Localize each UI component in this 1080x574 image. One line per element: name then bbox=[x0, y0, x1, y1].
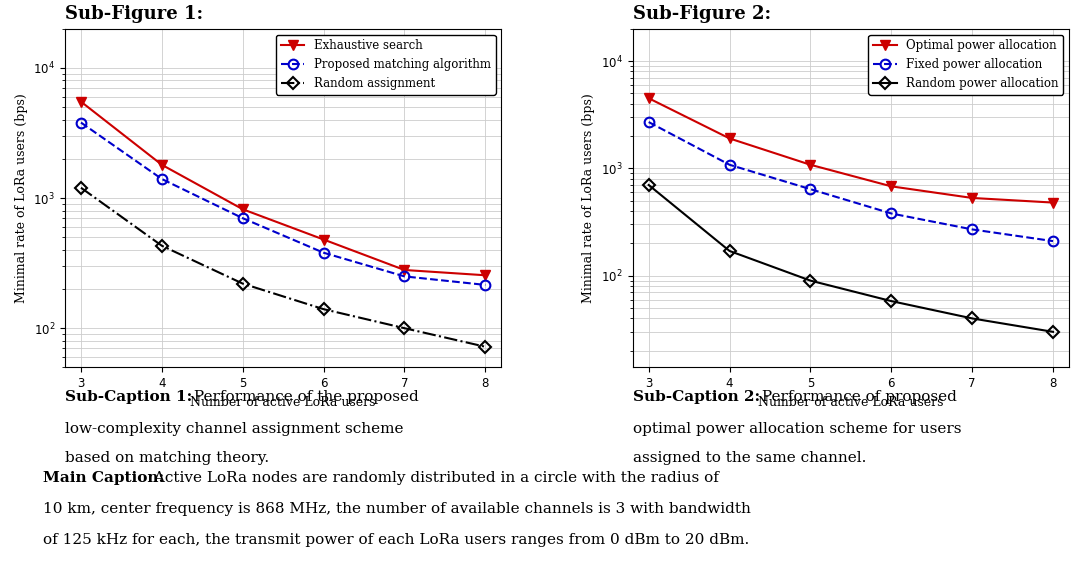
Text: Sub-Caption 1:: Sub-Caption 1: bbox=[65, 390, 192, 404]
Optimal power allocation bbox=[643, 95, 656, 102]
Text: of 125 kHz for each, the transmit power of each LoRa users ranges from 0 dBm to : of 125 kHz for each, the transmit power … bbox=[43, 533, 750, 546]
Text: Sub-Figure 2:: Sub-Figure 2: bbox=[633, 5, 771, 23]
Optimal power allocation bbox=[1047, 199, 1059, 206]
Random power allocation bbox=[643, 181, 656, 188]
Line: Optimal power allocation: Optimal power allocation bbox=[644, 94, 1058, 207]
X-axis label: Number of active LoRa users: Number of active LoRa users bbox=[758, 395, 944, 409]
Text: low-complexity channel assignment scheme: low-complexity channel assignment scheme bbox=[65, 422, 403, 436]
Random power allocation bbox=[724, 247, 737, 254]
Fixed power allocation bbox=[885, 210, 897, 217]
Optimal power allocation bbox=[724, 135, 737, 142]
Random assignment bbox=[75, 184, 87, 191]
Random power allocation bbox=[1047, 328, 1059, 335]
Optimal power allocation bbox=[804, 161, 816, 168]
Text: Performance of the proposed: Performance of the proposed bbox=[189, 390, 419, 404]
Text: Sub-Caption 2:: Sub-Caption 2: bbox=[633, 390, 759, 404]
Text: Sub-Figure 1:: Sub-Figure 1: bbox=[65, 5, 203, 23]
Line: Exhaustive search: Exhaustive search bbox=[76, 97, 490, 280]
Proposed matching algorithm bbox=[237, 215, 249, 222]
Text: optimal power allocation scheme for users: optimal power allocation scheme for user… bbox=[633, 422, 961, 436]
Fixed power allocation bbox=[1047, 238, 1059, 245]
Text: Active LoRa nodes are randomly distributed in a circle with the radius of: Active LoRa nodes are randomly distribut… bbox=[149, 471, 719, 484]
Line: Random power allocation: Random power allocation bbox=[645, 181, 1057, 336]
Optimal power allocation bbox=[966, 195, 978, 201]
Proposed matching algorithm bbox=[318, 249, 330, 256]
Text: 10 km, center frequency is 868 MHz, the number of available channels is 3 with b: 10 km, center frequency is 868 MHz, the … bbox=[43, 502, 751, 516]
Exhaustive search bbox=[237, 206, 249, 213]
Random assignment bbox=[237, 280, 249, 287]
Fixed power allocation bbox=[724, 161, 737, 168]
Random assignment bbox=[478, 343, 491, 350]
Exhaustive search bbox=[75, 98, 87, 105]
Line: Fixed power allocation: Fixed power allocation bbox=[644, 117, 1058, 246]
Exhaustive search bbox=[156, 161, 168, 168]
Fixed power allocation bbox=[966, 226, 978, 233]
Exhaustive search bbox=[478, 272, 491, 279]
Random assignment bbox=[156, 242, 168, 249]
Y-axis label: Minimal rate of LoRa users (bps): Minimal rate of LoRa users (bps) bbox=[15, 93, 28, 303]
Text: assigned to the same channel.: assigned to the same channel. bbox=[633, 451, 866, 464]
Random power allocation bbox=[885, 298, 897, 305]
Random assignment bbox=[318, 306, 330, 313]
Proposed matching algorithm bbox=[75, 119, 87, 126]
Fixed power allocation bbox=[643, 119, 656, 126]
Line: Proposed matching algorithm: Proposed matching algorithm bbox=[76, 118, 490, 290]
Line: Random assignment: Random assignment bbox=[77, 184, 489, 351]
Proposed matching algorithm bbox=[478, 281, 491, 288]
Proposed matching algorithm bbox=[397, 273, 410, 280]
Text: Performance of proposed: Performance of proposed bbox=[757, 390, 957, 404]
Exhaustive search bbox=[397, 266, 410, 273]
Random assignment bbox=[397, 325, 410, 332]
Fixed power allocation bbox=[804, 186, 816, 193]
X-axis label: Number of active LoRa users: Number of active LoRa users bbox=[190, 395, 376, 409]
Proposed matching algorithm bbox=[156, 176, 168, 183]
Exhaustive search bbox=[318, 236, 330, 243]
Legend: Optimal power allocation, Fixed power allocation, Random power allocation: Optimal power allocation, Fixed power al… bbox=[868, 34, 1064, 95]
Text: Main Caption:: Main Caption: bbox=[43, 471, 164, 484]
Y-axis label: Minimal rate of LoRa users (bps): Minimal rate of LoRa users (bps) bbox=[582, 93, 595, 303]
Optimal power allocation bbox=[885, 183, 897, 190]
Random power allocation bbox=[804, 277, 816, 284]
Text: based on matching theory.: based on matching theory. bbox=[65, 451, 269, 464]
Legend: Exhaustive search, Proposed matching algorithm, Random assignment: Exhaustive search, Proposed matching alg… bbox=[276, 34, 496, 95]
Random power allocation bbox=[966, 315, 978, 322]
